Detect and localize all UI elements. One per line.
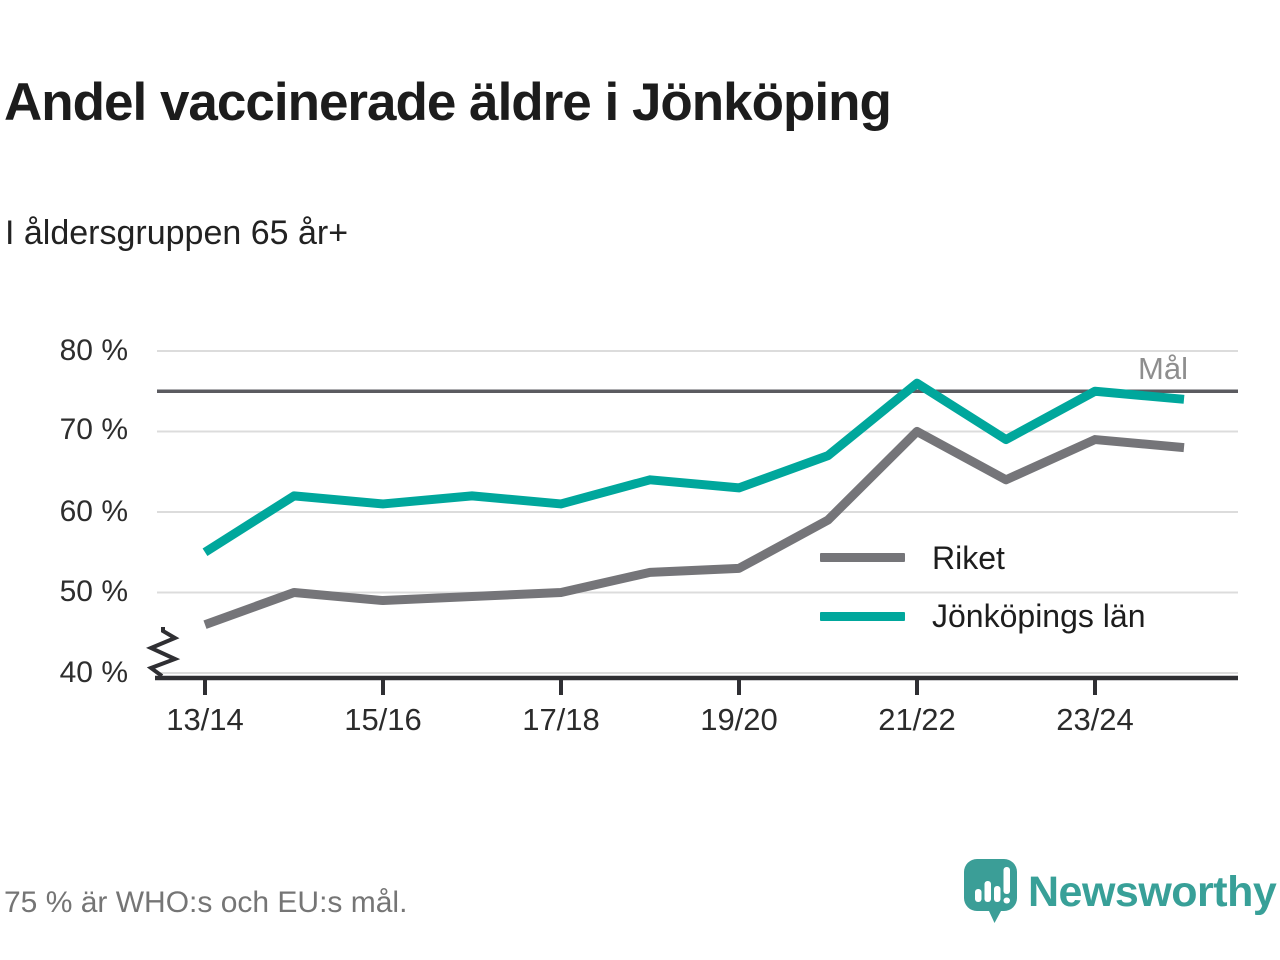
x-tick-label-1314: 13/14 bbox=[166, 702, 244, 737]
y-tick-label-80: 80 % bbox=[59, 334, 128, 367]
jonkoping-line-swatch bbox=[820, 612, 905, 621]
series-line-j-nk-pings-l-n bbox=[202, 378, 1185, 557]
logo-bar-2 bbox=[984, 881, 991, 902]
page-subtitle: I åldersgruppen 65 år+ bbox=[5, 214, 349, 253]
legend-swatch-jonkoping bbox=[820, 612, 905, 621]
x-tick-label-1516: 15/16 bbox=[344, 702, 422, 737]
brand-logo bbox=[963, 858, 1280, 928]
logo-exclamation-dot bbox=[1003, 897, 1010, 904]
x-tick-label-1718: 17/18 bbox=[522, 702, 600, 737]
newsworthy-logo-icon bbox=[964, 859, 1017, 923]
legend-swatch-riket bbox=[820, 553, 905, 562]
x-tick-label-2122: 21/22 bbox=[878, 702, 956, 737]
target-line-label: Mål bbox=[1138, 351, 1188, 386]
y-tick-label-60: 60 % bbox=[59, 495, 128, 528]
legend-label-riket: Riket bbox=[932, 540, 1005, 576]
y-tick-label-70: 70 % bbox=[59, 413, 128, 446]
y-tick-label-40: 40 % bbox=[59, 656, 128, 689]
logo-bar-3 bbox=[994, 886, 1001, 902]
logo-exclamation-bar bbox=[1003, 867, 1010, 894]
legend-label-jonkoping: Jönköpings län bbox=[932, 598, 1146, 634]
page-title: Andel vaccinerade äldre i Jönköping bbox=[4, 72, 892, 132]
x-tick-label-1920: 19/20 bbox=[700, 702, 778, 737]
y-tick-label-50: 50 % bbox=[59, 575, 128, 608]
y-axis-break-icon bbox=[146, 627, 181, 678]
series-line-riket bbox=[203, 427, 1185, 629]
brand-name: Newsworthy bbox=[1028, 868, 1277, 916]
logo-bar-1 bbox=[975, 889, 982, 902]
footer-note: 75 % är WHO:s och EU:s mål. bbox=[4, 886, 408, 919]
riket-line-swatch bbox=[820, 553, 905, 562]
x-tick-label-2324: 23/24 bbox=[1056, 702, 1134, 737]
